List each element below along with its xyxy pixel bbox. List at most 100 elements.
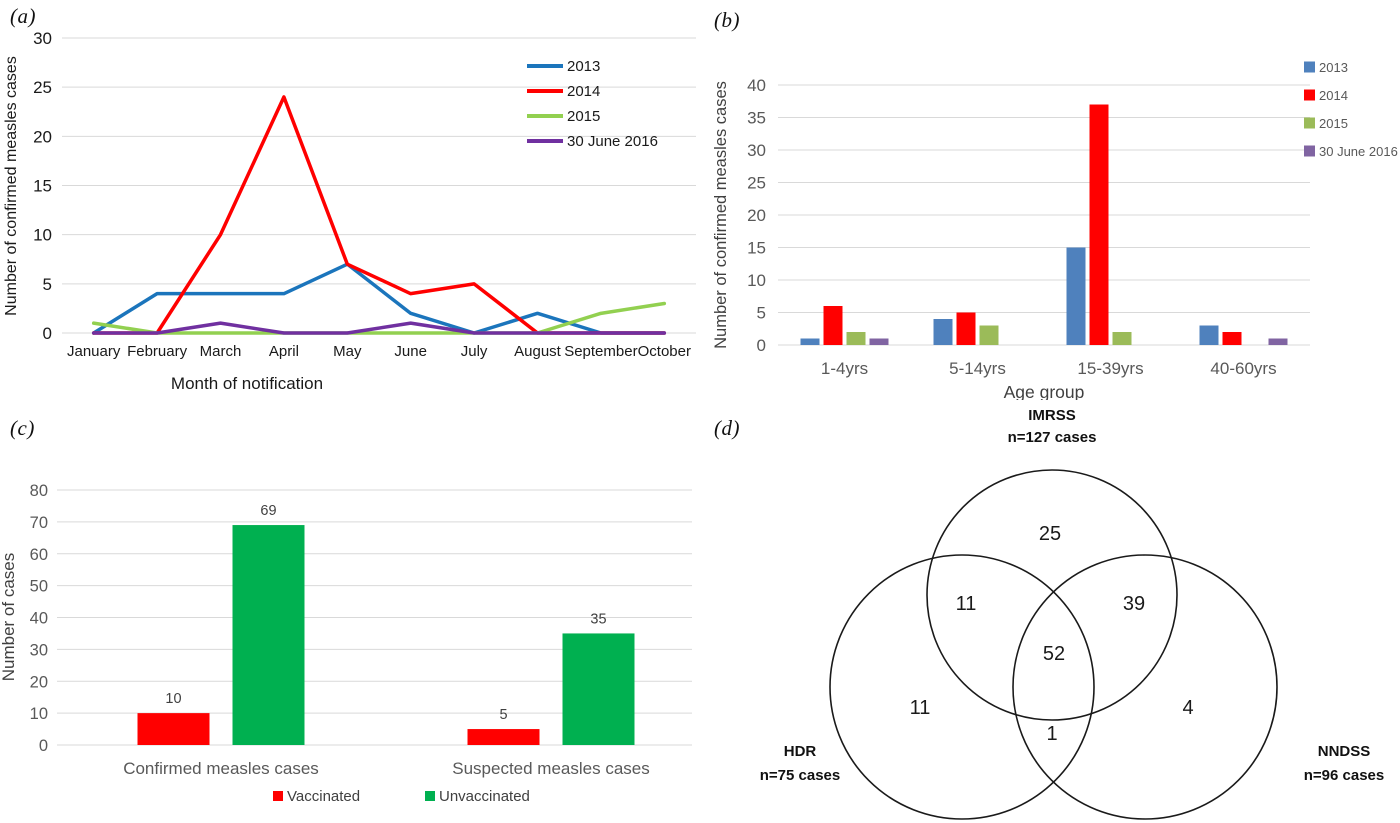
venn-count-hdr-nndss: 1	[1046, 723, 1057, 745]
bar-2013-15-39yrs	[1066, 247, 1086, 345]
bar-30 June 2016-40-60yrs	[1268, 338, 1288, 345]
legend-label-Unvaccinated: Unvaccinated	[439, 788, 530, 805]
y-tick-label: 15	[747, 239, 766, 258]
legend-label-2014: 2014	[567, 83, 600, 100]
venn-set-label-nndss: NNDSS	[1318, 743, 1371, 760]
venn-count-all-three: 52	[1043, 643, 1065, 665]
venn-circle-nndss	[1012, 554, 1278, 820]
x-tick-label: 15-39yrs	[1077, 359, 1143, 378]
panel-a-label: (a)	[10, 4, 36, 28]
y-tick-label: 80	[30, 482, 48, 500]
legend-swatch-2013	[1304, 61, 1315, 73]
y-tick-label: 30	[33, 29, 52, 48]
legend-label-2014: 2014	[1319, 88, 1348, 103]
bar-2013-1-4yrs	[800, 338, 820, 345]
series-line-2015	[91, 301, 667, 335]
y-tick-label: 10	[33, 226, 52, 245]
y-axis-title: Number of cases	[0, 553, 18, 682]
y-tick-label: 30	[30, 641, 48, 659]
x-axis-title: Age group	[1004, 382, 1085, 400]
y-tick-label: 20	[30, 673, 48, 691]
venn-count-imrss-hdr: 11	[956, 593, 977, 615]
venn-circle-hdr	[829, 554, 1095, 820]
bar-Vaccinated-Confirmed measles cases	[137, 713, 210, 745]
x-tick-label: 5-14yrs	[949, 359, 1006, 378]
bar-2014-15-39yrs	[1089, 104, 1109, 345]
venn-set-label-hdr: HDR	[784, 743, 817, 760]
y-tick-label: 0	[39, 737, 48, 755]
x-tick-label: 40-60yrs	[1210, 359, 1276, 378]
x-tick-label: January	[67, 343, 121, 360]
panel-c-label: (c)	[10, 416, 35, 440]
legend-swatch-30 June 2016	[1304, 145, 1315, 157]
legend-label-2015: 2015	[567, 108, 600, 125]
venn-set-sublabel-nndss: n=96 cases	[1304, 767, 1385, 784]
bar-30 June 2016-1-4yrs	[869, 338, 889, 345]
x-tick-label: April	[269, 343, 299, 360]
y-axis-title: Number of confirmed measles cases	[3, 56, 20, 316]
panel-a-line-chart: (a) 0 5 10 15 20 25 30 January February March Apri…	[0, 0, 700, 400]
y-tick-label: 25	[33, 78, 52, 97]
legend-label-30 June 2016: 30 June 2016	[567, 133, 658, 150]
bar-2014-40-60yrs	[1222, 332, 1242, 345]
y-tick-label: 60	[30, 546, 48, 564]
x-tick-label: September	[564, 343, 637, 360]
venn-set-sublabel-imrss: n=127 cases	[1008, 429, 1097, 446]
x-tick-label: March	[200, 343, 242, 360]
y-tick-label: 20	[33, 127, 52, 146]
bar-Unvaccinated-Confirmed measles cases	[232, 525, 305, 745]
y-tick-label: 50	[30, 578, 48, 596]
y-tick-label: 40	[30, 610, 48, 628]
legend-swatch-2014	[1304, 89, 1315, 101]
y-tick-label: 70	[30, 514, 48, 532]
y-tick-label: 30	[747, 141, 766, 160]
x-tick-label: May	[333, 343, 362, 360]
legend-swatch-Vaccinated	[273, 791, 283, 801]
bar-2015-15-39yrs	[1112, 332, 1132, 345]
venn-count-imrss-nndss: 39	[1123, 593, 1145, 615]
x-axis-title: Month of notification	[171, 374, 323, 393]
legend-label-2013: 2013	[1319, 60, 1348, 75]
y-tick-label: 20	[747, 206, 766, 225]
panel-b-grouped-bar-chart: (b) 0 5 10 15 20 25 30 35 40 1-4yrs 5-14yrs 15-39yr…	[700, 0, 1400, 400]
x-tick-label: October	[638, 343, 691, 360]
bar-2013-40-60yrs	[1199, 325, 1219, 345]
y-tick-label: 5	[43, 275, 52, 294]
panel-d-venn-diagram: (d) IMRSS n=127 cases HDR n=75 cases NNDSS n=…	[700, 400, 1400, 823]
y-tick-label: 10	[747, 271, 766, 290]
bar-value-label: 69	[260, 503, 276, 519]
series-line-30 June 2016	[91, 321, 667, 335]
panel-d-label: (d)	[714, 416, 740, 440]
monthly-cases-line-chart: 0 5 10 15 20 25 30 January February March April May…	[3, 29, 696, 393]
legend-label-Vaccinated: Vaccinated	[287, 788, 360, 805]
x-tick-label: July	[461, 343, 488, 360]
y-axis-title: Number of confirmed measles cases	[712, 81, 730, 349]
venn-set-sublabel-hdr: n=75 cases	[760, 767, 841, 784]
y-tick-label: 25	[747, 174, 766, 193]
panel-b-label: (b)	[714, 8, 740, 32]
data-source-venn-diagram: IMRSS n=127 cases HDR n=75 cases NNDSS n=96 c…	[760, 407, 1385, 820]
panel-c-bar-chart: (c) 0 10 20 30 40 50 60 70 80 10 5 69 35 Confirmed me…	[0, 400, 700, 823]
legend-label-30 June 2016: 30 June 2016	[1319, 144, 1398, 159]
y-tick-label: 10	[30, 705, 48, 723]
legend-label-2015: 2015	[1319, 116, 1348, 131]
x-tick-label: June	[394, 343, 427, 360]
y-tick-label: 5	[757, 304, 766, 323]
legend-swatch-2015	[1304, 117, 1315, 129]
x-tick-label: Suspected measles cases	[452, 759, 650, 778]
x-tick-label: February	[127, 343, 188, 360]
venn-circle-imrss	[926, 469, 1178, 721]
bar-Vaccinated-Suspected measles cases	[467, 729, 540, 745]
x-tick-label: 1-4yrs	[821, 359, 868, 378]
bar-2013-5-14yrs	[933, 319, 953, 345]
venn-count-imrss-only: 25	[1039, 523, 1061, 545]
bar-2015-5-14yrs	[979, 325, 999, 345]
legend-label-2013: 2013	[567, 58, 600, 75]
bar-value-label: 35	[590, 611, 606, 627]
venn-set-label-imrss: IMRSS	[1028, 407, 1076, 424]
bar-Unvaccinated-Suspected measles cases	[562, 633, 635, 745]
venn-count-hdr-only: 11	[910, 697, 931, 719]
x-tick-label: Confirmed measles cases	[123, 759, 319, 778]
y-tick-label: 40	[747, 76, 766, 95]
